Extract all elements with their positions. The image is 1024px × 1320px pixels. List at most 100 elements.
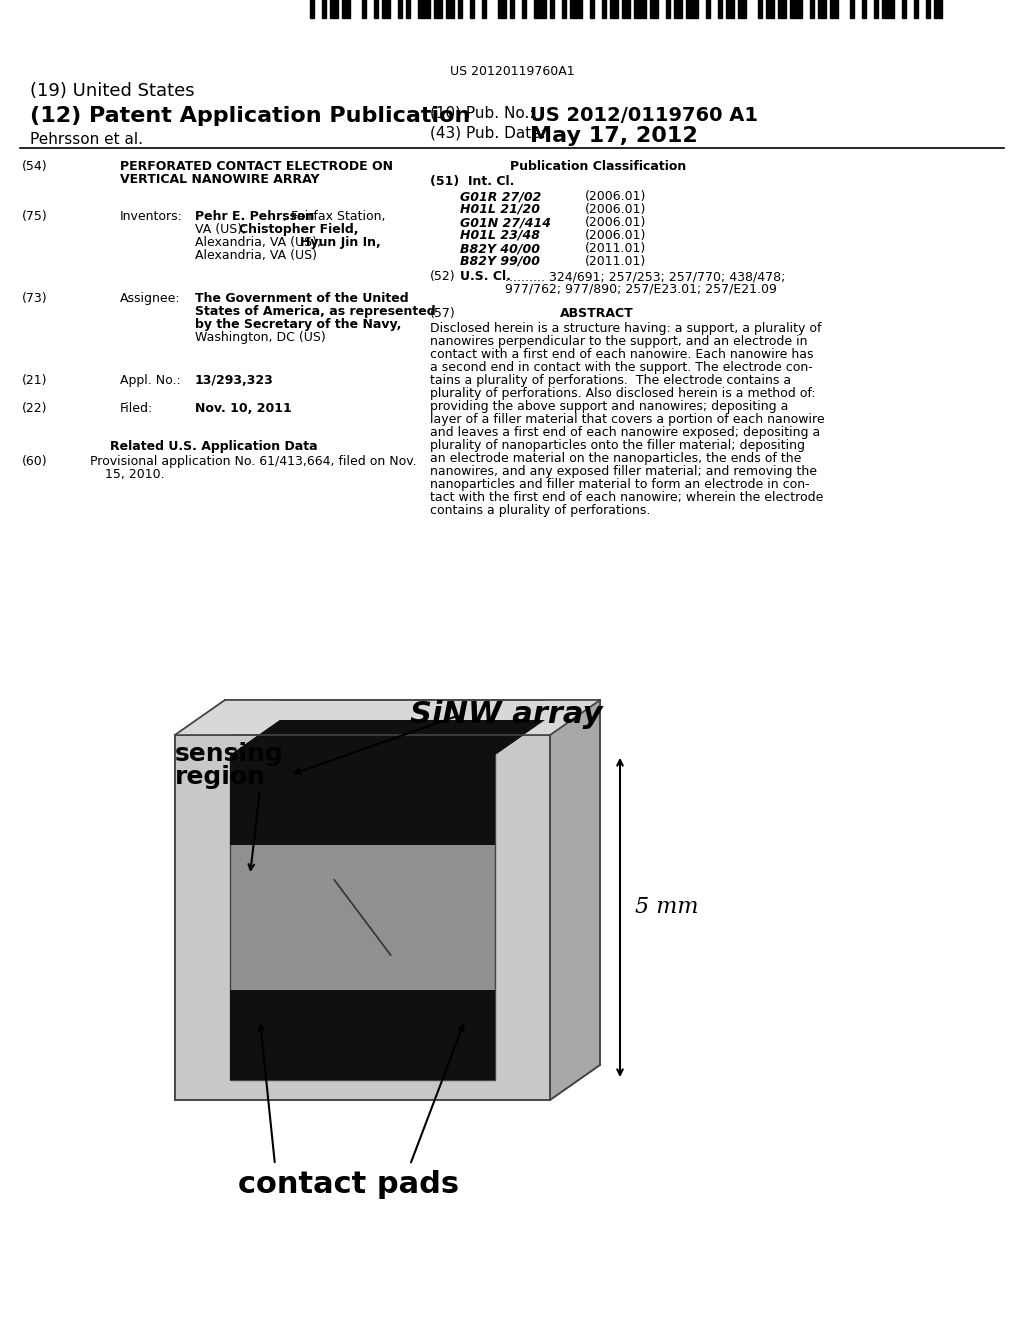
- Text: 13/293,323: 13/293,323: [195, 374, 273, 387]
- Bar: [766, 0, 774, 18]
- Bar: [550, 0, 554, 18]
- Bar: [406, 0, 410, 18]
- Text: (2006.01): (2006.01): [585, 216, 646, 228]
- Text: ABSTRACT: ABSTRACT: [560, 308, 634, 319]
- Text: contains a plurality of perforations.: contains a plurality of perforations.: [430, 504, 650, 517]
- Text: Nov. 10, 2011: Nov. 10, 2011: [195, 403, 292, 414]
- Text: and leaves a first end of each nanowire exposed; depositing a: and leaves a first end of each nanowire …: [430, 426, 820, 440]
- Polygon shape: [550, 700, 600, 1100]
- Bar: [718, 0, 722, 18]
- Bar: [602, 0, 606, 18]
- Bar: [874, 0, 878, 18]
- Bar: [374, 0, 378, 18]
- Bar: [818, 0, 826, 18]
- Text: (2011.01): (2011.01): [585, 242, 646, 255]
- Bar: [590, 0, 594, 18]
- Bar: [674, 0, 682, 18]
- Text: region: region: [175, 766, 266, 789]
- Bar: [622, 0, 630, 18]
- Text: Provisional application No. 61/413,664, filed on Nov.: Provisional application No. 61/413,664, …: [90, 455, 417, 469]
- Bar: [322, 0, 326, 18]
- Text: 15, 2010.: 15, 2010.: [105, 469, 165, 480]
- Bar: [330, 0, 338, 18]
- Bar: [666, 0, 670, 18]
- Bar: [686, 0, 698, 18]
- Bar: [418, 0, 430, 18]
- Text: 977/762; 977/890; 257/E23.01; 257/E21.09: 977/762; 977/890; 257/E23.01; 257/E21.09: [505, 282, 777, 296]
- Bar: [914, 0, 918, 18]
- Text: May 17, 2012: May 17, 2012: [530, 125, 697, 147]
- Text: plurality of nanoparticles onto the filler material; depositing: plurality of nanoparticles onto the fill…: [430, 440, 805, 451]
- Text: H01L 23/48: H01L 23/48: [460, 228, 540, 242]
- Bar: [738, 0, 746, 18]
- Bar: [926, 0, 930, 18]
- Text: (52): (52): [430, 271, 456, 282]
- Text: plurality of perforations. Also disclosed herein is a method of:: plurality of perforations. Also disclose…: [430, 387, 816, 400]
- Text: nanoparticles and filler material to form an electrode in con-: nanoparticles and filler material to for…: [430, 478, 810, 491]
- Text: H01L 21/20: H01L 21/20: [460, 203, 540, 216]
- Text: US 2012/0119760 A1: US 2012/0119760 A1: [530, 106, 758, 125]
- Bar: [398, 0, 402, 18]
- Text: PERFORATED CONTACT ELECTRODE ON: PERFORATED CONTACT ELECTRODE ON: [120, 160, 393, 173]
- Text: Hyun Jin In,: Hyun Jin In,: [300, 236, 381, 249]
- Bar: [458, 0, 462, 18]
- Bar: [342, 0, 350, 18]
- Text: G01R 27/02: G01R 27/02: [460, 190, 542, 203]
- Bar: [362, 0, 366, 18]
- Text: US 20120119760A1: US 20120119760A1: [450, 65, 574, 78]
- Text: (2006.01): (2006.01): [585, 203, 646, 216]
- Bar: [634, 0, 646, 18]
- Text: Related U.S. Application Data: Related U.S. Application Data: [110, 440, 317, 453]
- Text: (73): (73): [22, 292, 48, 305]
- Text: (10) Pub. No.:: (10) Pub. No.:: [430, 106, 535, 121]
- Text: nanowires, and any exposed filler material; and removing the: nanowires, and any exposed filler materi…: [430, 465, 817, 478]
- Bar: [310, 0, 314, 18]
- Text: providing the above support and nanowires; depositing a: providing the above support and nanowire…: [430, 400, 788, 413]
- Text: by the Secretary of the Navy,: by the Secretary of the Navy,: [195, 318, 401, 331]
- Text: Assignee:: Assignee:: [120, 292, 180, 305]
- Bar: [862, 0, 866, 18]
- Bar: [706, 0, 710, 18]
- Bar: [522, 0, 526, 18]
- Text: (12) Patent Application Publication: (12) Patent Application Publication: [30, 106, 470, 125]
- Text: tains a plurality of perforations.  The electrode contains a: tains a plurality of perforations. The e…: [430, 374, 792, 387]
- Text: an electrode material on the nanoparticles, the ends of the: an electrode material on the nanoparticl…: [430, 451, 802, 465]
- Text: Pehr E. Pehrsson: Pehr E. Pehrsson: [195, 210, 314, 223]
- Text: Alexandria, VA (US);: Alexandria, VA (US);: [195, 236, 326, 249]
- Polygon shape: [230, 990, 495, 1080]
- Bar: [498, 0, 506, 18]
- Text: SiNW array: SiNW array: [410, 700, 602, 729]
- Text: (2006.01): (2006.01): [585, 190, 646, 203]
- Bar: [726, 0, 734, 18]
- Text: VA (US);: VA (US);: [195, 223, 251, 236]
- Text: (43) Pub. Date:: (43) Pub. Date:: [430, 125, 546, 141]
- Polygon shape: [175, 735, 550, 1100]
- Bar: [650, 0, 658, 18]
- Text: Pehrsson et al.: Pehrsson et al.: [30, 132, 143, 147]
- Polygon shape: [175, 700, 280, 735]
- Bar: [570, 0, 582, 18]
- Text: tact with the first end of each nanowire; wherein the electrode: tact with the first end of each nanowire…: [430, 491, 823, 504]
- Text: Disclosed herein is a structure having: a support, a plurality of: Disclosed herein is a structure having: …: [430, 322, 821, 335]
- Bar: [882, 0, 894, 18]
- Bar: [482, 0, 486, 18]
- Text: Filed:: Filed:: [120, 403, 154, 414]
- Text: .......... 324/691; 257/253; 257/770; 438/478;: .......... 324/691; 257/253; 257/770; 43…: [505, 271, 785, 282]
- Bar: [850, 0, 854, 18]
- Text: (19) United States: (19) United States: [30, 82, 195, 100]
- Polygon shape: [230, 755, 495, 845]
- Bar: [434, 0, 442, 18]
- Text: Appl. No.:: Appl. No.:: [120, 374, 181, 387]
- Bar: [534, 0, 546, 18]
- Polygon shape: [230, 719, 545, 755]
- Text: nanowires perpendicular to the support, and an electrode in: nanowires perpendicular to the support, …: [430, 335, 808, 348]
- Polygon shape: [495, 700, 600, 735]
- Bar: [470, 0, 474, 18]
- Bar: [382, 0, 390, 18]
- Text: B82Y 99/00: B82Y 99/00: [460, 255, 540, 268]
- Polygon shape: [230, 755, 495, 1080]
- Text: (22): (22): [22, 403, 47, 414]
- Text: (75): (75): [22, 210, 48, 223]
- Text: (60): (60): [22, 455, 48, 469]
- Text: contact pads: contact pads: [238, 1170, 459, 1199]
